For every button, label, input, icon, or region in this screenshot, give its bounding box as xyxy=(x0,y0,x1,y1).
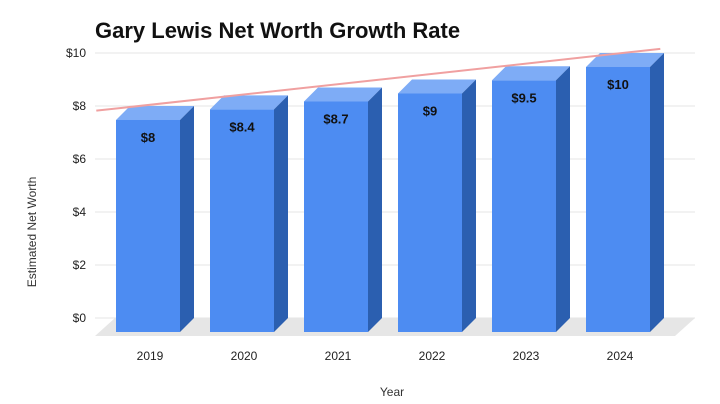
bar-front xyxy=(116,120,180,332)
bar-side xyxy=(274,95,288,333)
x-axis-ticks: 2019 2020 2021 2022 2023 2024 xyxy=(137,349,634,363)
trendline-layer xyxy=(96,47,661,112)
bar xyxy=(586,53,664,332)
x-tick-label: 2022 xyxy=(419,349,446,363)
y-tick-label: $0 xyxy=(73,311,87,325)
x-axis-title: Year xyxy=(380,385,404,399)
bar-top xyxy=(492,66,570,81)
bar-top xyxy=(116,106,194,120)
y-tick-label: $8 xyxy=(73,99,87,113)
y-tick-label: $4 xyxy=(73,205,87,219)
y-axis-title: Estimated Net Worth xyxy=(25,177,39,287)
bar-top xyxy=(304,87,382,102)
bar xyxy=(116,106,194,332)
bar-side xyxy=(650,53,664,332)
y-tick-label: $10 xyxy=(66,46,86,60)
bar-front xyxy=(586,67,650,332)
x-tick-label: 2019 xyxy=(137,349,164,363)
bar-front xyxy=(398,93,462,332)
y-axis-ticks: $0 $2 $4 $6 $8 $10 xyxy=(66,46,86,325)
x-tick-label: 2020 xyxy=(231,349,258,363)
bar-front xyxy=(492,80,556,332)
data-label: $8 xyxy=(141,130,155,145)
bar-side xyxy=(180,106,194,332)
bar-side xyxy=(368,87,382,332)
bar-top xyxy=(398,79,476,94)
data-labels: $8 $8.4 $8.7 $9 $9.5 $10 xyxy=(141,77,629,145)
bar xyxy=(210,95,288,333)
data-label: $8.4 xyxy=(229,119,255,134)
data-label: $9 xyxy=(423,104,437,119)
bar xyxy=(492,66,570,332)
bars xyxy=(116,53,664,333)
data-label: $10 xyxy=(607,77,629,92)
bar-top xyxy=(210,95,288,110)
bar-front xyxy=(304,101,368,332)
data-label: $8.7 xyxy=(323,111,348,126)
bar-side xyxy=(462,79,476,332)
x-tick-label: 2024 xyxy=(607,349,634,363)
bar-side xyxy=(556,66,570,332)
bar xyxy=(398,79,476,332)
y-tick-label: $2 xyxy=(73,258,87,272)
data-label: $9.5 xyxy=(511,90,536,105)
y-tick-label: $6 xyxy=(73,152,87,166)
x-tick-label: 2023 xyxy=(513,349,540,363)
bar-top xyxy=(586,53,664,67)
bar xyxy=(304,87,382,332)
trendline xyxy=(96,47,661,112)
x-tick-label: 2021 xyxy=(325,349,352,363)
bar-front xyxy=(210,109,274,333)
chart-title: Gary Lewis Net Worth Growth Rate xyxy=(95,18,460,43)
